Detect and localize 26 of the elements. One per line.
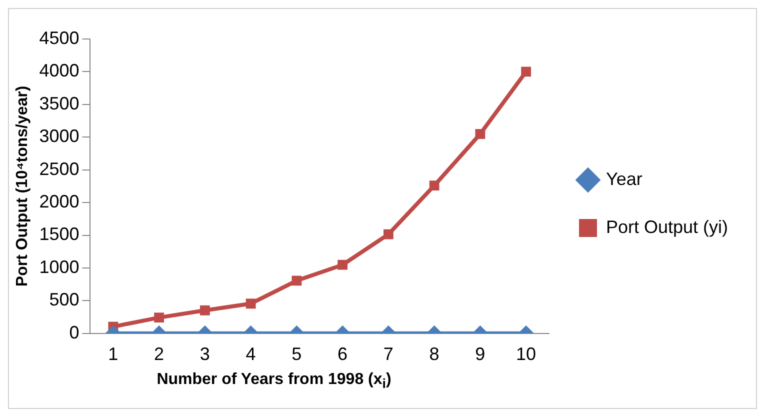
y-tick-label: 3500 (39, 93, 80, 114)
y-axis-title: Port Output (10⁴tons/year) (14, 86, 32, 287)
y-tick-label: 3000 (39, 126, 80, 146)
x-tick-label: 4 (246, 344, 256, 364)
y-tick-label: 1500 (39, 224, 80, 244)
x-tick-label: 6 (338, 344, 348, 364)
y-tick-label: 4000 (39, 60, 80, 81)
y-tick-label: 1000 (39, 256, 80, 277)
legend-label: Year (606, 168, 642, 189)
y-tick-label: 0 (69, 322, 80, 342)
x-tick-label: 5 (292, 344, 302, 364)
x-tick-label: 8 (429, 344, 440, 364)
x-tick-label: 2 (154, 344, 164, 364)
x-tick-label: 9 (475, 344, 486, 364)
x-tick-label: 3 (200, 344, 210, 364)
point (429, 180, 440, 190)
y-tick-label: 500 (49, 290, 80, 310)
point (475, 129, 486, 139)
x-tick-label: 10 (516, 344, 536, 364)
x-tick-label: 1 (108, 344, 118, 364)
y-tick-label: 2000 (39, 192, 80, 212)
x-tick-label: 7 (383, 344, 394, 364)
x-axis-title: Number of Years from 1998 (x$_{i}$) (156, 371, 392, 392)
legend-label: Port Output (yi) (606, 216, 728, 237)
y-tick-label: 2500 (39, 158, 80, 179)
y-tick-label: 4500 (39, 28, 80, 48)
